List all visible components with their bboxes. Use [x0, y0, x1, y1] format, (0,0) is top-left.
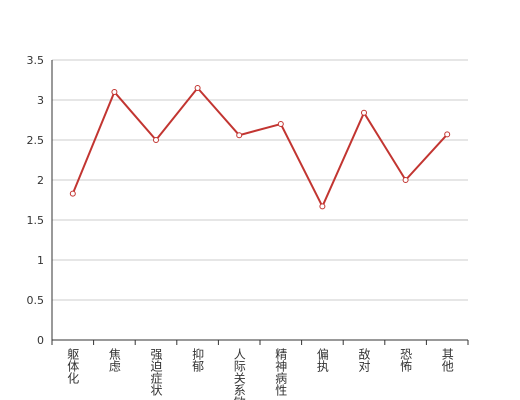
y-tick-label: 1 — [37, 254, 44, 267]
x-tick-label: 精神病性 — [274, 348, 288, 397]
data-point — [153, 137, 159, 143]
data-point — [402, 177, 409, 183]
y-tick-label: 1.5 — [27, 214, 45, 227]
data-point — [194, 85, 201, 91]
data-point — [69, 190, 76, 197]
y-tick-label: 2 — [37, 174, 44, 187]
x-tick-label: 人际关系敏感 — [232, 348, 246, 400]
data-point — [361, 109, 367, 116]
data-line — [71, 86, 448, 209]
data-point — [444, 131, 451, 138]
data-point — [319, 203, 326, 210]
data-point — [277, 121, 284, 127]
x-tick-label: 躯体化 — [66, 347, 80, 385]
x-tick-label: 其他 — [440, 348, 454, 372]
y-tick-label: 3 — [37, 94, 44, 107]
x-tick-label: 强迫症状 — [149, 348, 163, 396]
y-tick-label: 2.5 — [27, 134, 45, 147]
data-point — [111, 89, 118, 95]
y-tick-label: 0.5 — [27, 294, 45, 307]
data-point — [236, 132, 243, 139]
x-tick-label: 敌对 — [357, 347, 371, 372]
x-tick-label: 偏执 — [315, 347, 329, 373]
y-tick-label: 0 — [37, 334, 44, 347]
y-tick-label: 3.5 — [27, 54, 45, 67]
x-tick-label: 恐怖 — [399, 348, 413, 372]
x-tick-label: 抑郁 — [191, 347, 205, 373]
x-tick-label: 焦虑 — [107, 348, 121, 372]
